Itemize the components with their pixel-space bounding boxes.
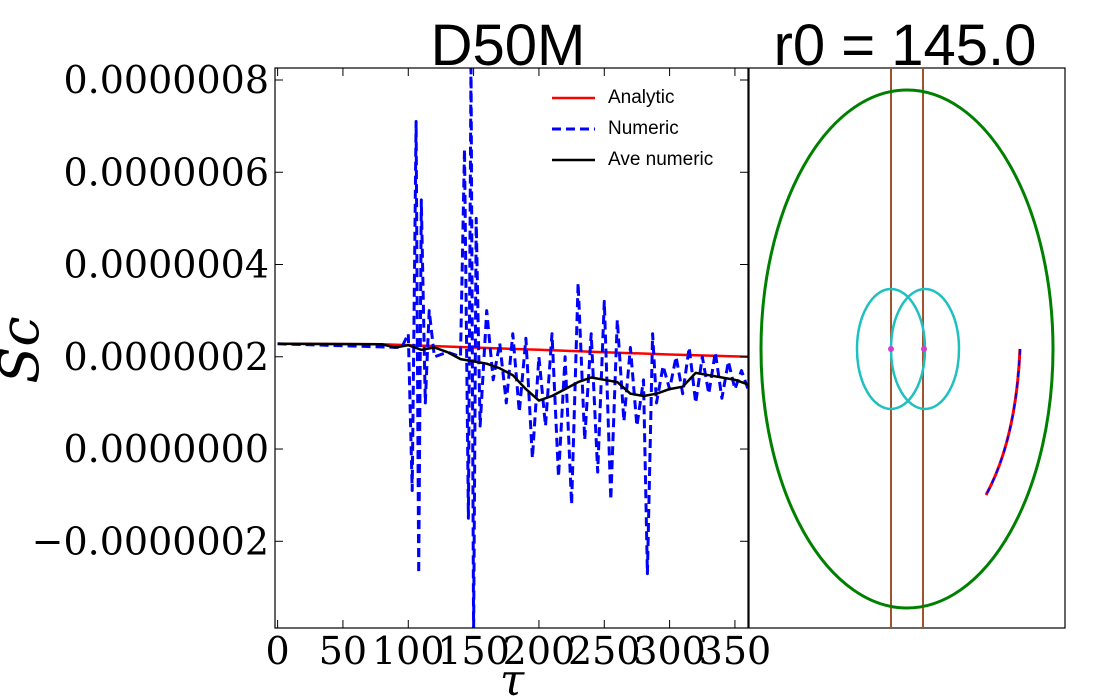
- body: [921, 346, 927, 352]
- x-tick-label: 350: [699, 629, 772, 673]
- x-tick-label: 150: [437, 629, 510, 673]
- x-axis-label: τ: [500, 655, 525, 700]
- orbit-panel: [748, 67, 1066, 629]
- y-axis-label: Sc: [0, 316, 51, 383]
- body: [888, 346, 894, 352]
- y-tick-label: 0.0000004: [64, 243, 270, 287]
- plot-area: [277, 68, 748, 628]
- axes-frame: [274, 67, 749, 629]
- y-tick-label: 0.0000000: [64, 427, 270, 471]
- x-tick-label: 300: [633, 629, 706, 673]
- x-tick-label: 50: [319, 629, 367, 673]
- panel-frame: [748, 67, 1066, 629]
- side-title: r0 = 145.0: [774, 13, 1037, 78]
- y-tick-label: 0.0000008: [64, 58, 270, 102]
- y-tick-label: 0.0000006: [64, 150, 270, 194]
- outer-orbit: [759, 88, 1055, 610]
- legend-label: Ave numeric: [608, 149, 713, 170]
- y-tick-label: 0.0000002: [64, 335, 270, 379]
- trajectory-analytic: [984, 348, 1022, 496]
- y-tick-label: −0.0000002: [32, 519, 269, 563]
- x-tick-label: 250: [568, 629, 641, 673]
- x-tick-label: 0: [266, 629, 290, 673]
- legend-label: Numeric: [608, 118, 679, 139]
- series-line: [277, 342, 748, 402]
- x-tick-label: 100: [372, 629, 445, 673]
- chart-title: D50M: [431, 13, 586, 78]
- x-tick-label: 200: [503, 629, 576, 673]
- legend-label: Analytic: [608, 87, 675, 108]
- series-line: [277, 68, 748, 628]
- trajectory-numeric: [985, 348, 1021, 496]
